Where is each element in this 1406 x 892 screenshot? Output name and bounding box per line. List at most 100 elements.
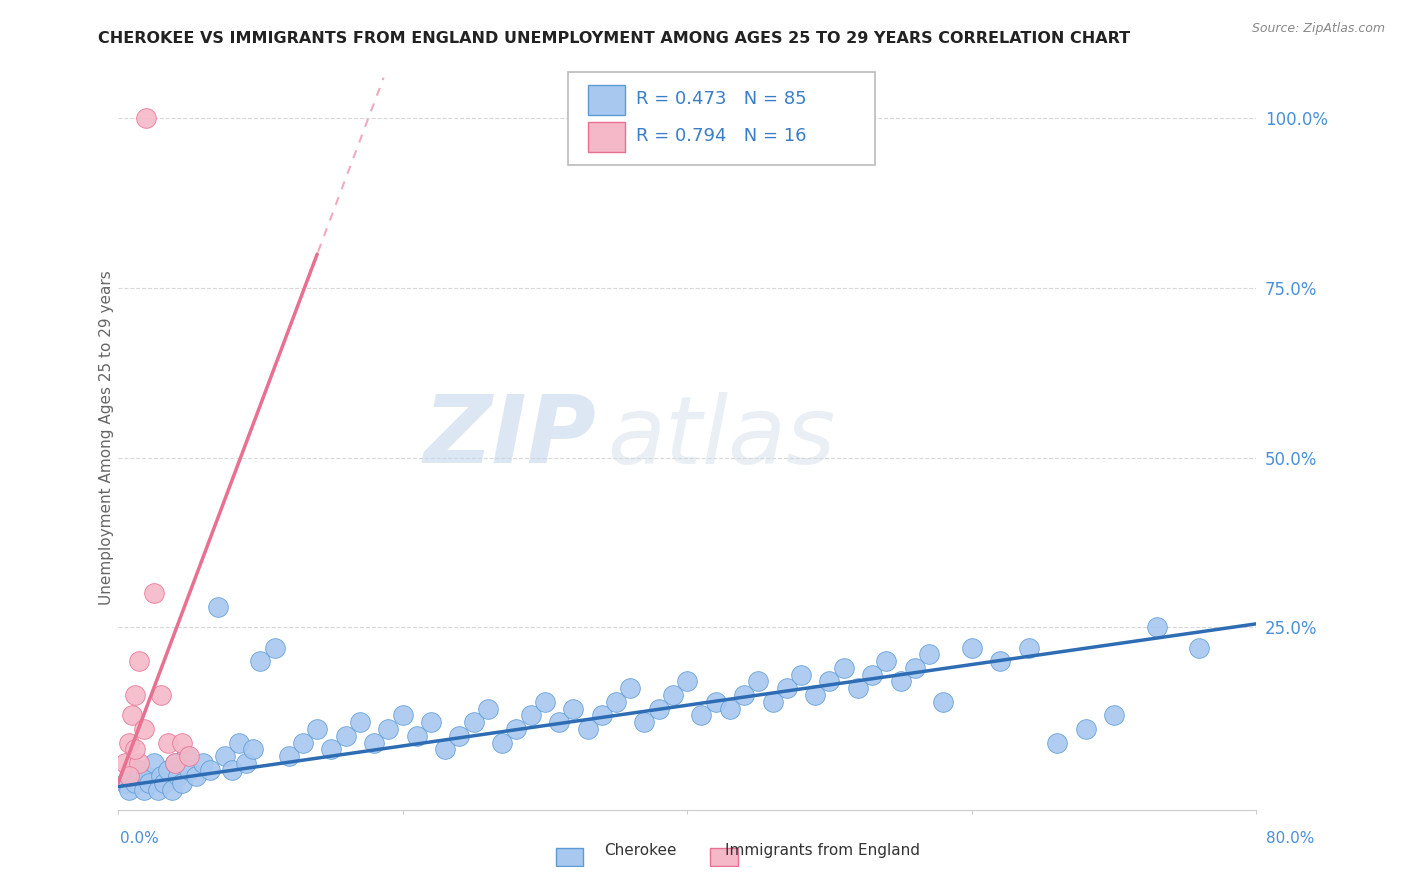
Point	[149, 688, 172, 702]
Point	[1102, 708, 1125, 723]
Point	[662, 688, 685, 702]
Point	[174, 749, 197, 764]
Point	[363, 735, 385, 749]
Point	[918, 648, 941, 662]
Point	[170, 776, 193, 790]
Point	[124, 742, 146, 756]
Point	[132, 722, 155, 736]
Point	[718, 701, 741, 715]
Point	[405, 729, 427, 743]
Point	[121, 708, 143, 723]
Point	[463, 715, 485, 730]
Point	[166, 769, 188, 783]
Point	[135, 769, 157, 783]
Point	[832, 661, 855, 675]
Point	[142, 756, 165, 770]
Text: CHEROKEE VS IMMIGRANTS FROM ENGLAND UNEMPLOYMENT AMONG AGES 25 TO 29 YEARS CORRE: CHEROKEE VS IMMIGRANTS FROM ENGLAND UNEM…	[98, 31, 1130, 46]
Point	[1146, 620, 1168, 634]
Point	[804, 688, 827, 702]
Point	[335, 729, 357, 743]
Point	[214, 749, 236, 764]
Point	[875, 654, 897, 668]
Point	[263, 640, 285, 655]
Point	[135, 112, 157, 126]
Point	[156, 763, 179, 777]
Point	[534, 695, 557, 709]
Point	[132, 783, 155, 797]
Point	[228, 735, 250, 749]
Point	[160, 783, 183, 797]
Point	[761, 695, 783, 709]
Point	[221, 763, 243, 777]
Text: Immigrants from England: Immigrants from England	[725, 843, 921, 857]
Point	[235, 756, 257, 770]
Point	[733, 688, 755, 702]
Text: R = 0.473   N = 85: R = 0.473 N = 85	[636, 90, 807, 108]
Point	[163, 756, 186, 770]
Point	[242, 742, 264, 756]
Point	[114, 776, 136, 790]
FancyBboxPatch shape	[588, 85, 624, 115]
Point	[690, 708, 713, 723]
Point	[152, 776, 174, 790]
Point	[562, 701, 585, 715]
Point	[1188, 640, 1211, 655]
Point	[377, 722, 399, 736]
Point	[128, 756, 150, 770]
Point	[676, 674, 699, 689]
Point	[818, 674, 841, 689]
Point	[932, 695, 955, 709]
Point	[179, 749, 201, 764]
Point	[124, 688, 146, 702]
Point	[860, 667, 883, 681]
FancyBboxPatch shape	[588, 122, 624, 153]
Point	[420, 715, 443, 730]
Text: 80.0%: 80.0%	[1267, 831, 1315, 846]
Point	[149, 769, 172, 783]
Point	[1046, 735, 1069, 749]
Text: R = 0.794   N = 16: R = 0.794 N = 16	[636, 128, 807, 145]
Point	[619, 681, 641, 696]
Point	[704, 695, 727, 709]
Point	[988, 654, 1011, 668]
Point	[128, 654, 150, 668]
Point	[170, 735, 193, 749]
Point	[434, 742, 457, 756]
Point	[648, 701, 671, 715]
Point	[505, 722, 527, 736]
Point	[747, 674, 769, 689]
Point	[548, 715, 571, 730]
Point	[146, 783, 169, 797]
Point	[207, 599, 229, 614]
Point	[904, 661, 927, 675]
FancyBboxPatch shape	[568, 71, 875, 165]
Point	[128, 763, 150, 777]
Point	[1074, 722, 1097, 736]
Point	[477, 701, 499, 715]
Point	[249, 654, 271, 668]
Point	[142, 586, 165, 600]
Point	[193, 756, 215, 770]
Text: ZIP: ZIP	[423, 392, 596, 483]
Point	[790, 667, 813, 681]
Point	[776, 681, 799, 696]
Point	[633, 715, 655, 730]
Point	[118, 783, 141, 797]
Text: Cherokee: Cherokee	[605, 843, 678, 857]
Point	[960, 640, 983, 655]
Point	[138, 776, 160, 790]
Point	[519, 708, 541, 723]
Point	[277, 749, 299, 764]
Point	[186, 769, 208, 783]
Point	[118, 735, 141, 749]
Y-axis label: Unemployment Among Ages 25 to 29 years: Unemployment Among Ages 25 to 29 years	[100, 270, 114, 605]
Point	[200, 763, 222, 777]
Point	[321, 742, 343, 756]
Point	[121, 769, 143, 783]
Point	[179, 763, 201, 777]
Point	[307, 722, 329, 736]
Point	[491, 735, 513, 749]
Point	[591, 708, 613, 723]
Text: 0.0%: 0.0%	[120, 831, 159, 846]
Point	[118, 769, 141, 783]
